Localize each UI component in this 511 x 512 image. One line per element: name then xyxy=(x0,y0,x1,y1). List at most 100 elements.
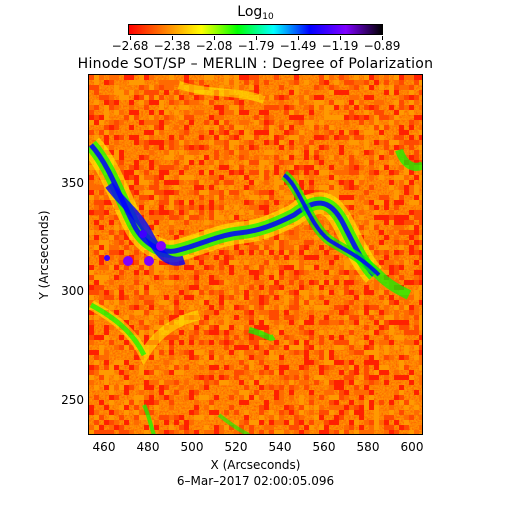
map-cell xyxy=(214,335,219,340)
map-cell xyxy=(239,210,244,215)
map-cell xyxy=(209,375,214,380)
map-cell xyxy=(404,75,409,80)
map-cell xyxy=(129,135,134,140)
map-cell xyxy=(159,415,164,420)
map-cell xyxy=(419,75,422,80)
map-cell xyxy=(369,155,374,160)
map-cell xyxy=(369,120,374,125)
map-cell xyxy=(169,315,174,320)
map-cell xyxy=(164,420,169,425)
map-cell xyxy=(149,130,154,135)
map-cell xyxy=(209,265,214,270)
map-cell xyxy=(99,355,104,360)
map-cell xyxy=(159,320,164,325)
map-cell xyxy=(279,235,284,240)
map-cell xyxy=(379,310,384,315)
map-cell xyxy=(359,400,364,405)
map-cell xyxy=(254,90,259,95)
map-cell xyxy=(209,205,214,210)
map-cell xyxy=(219,355,224,360)
map-cell xyxy=(359,320,364,325)
map-cell xyxy=(289,265,294,270)
map-cell xyxy=(334,275,339,280)
map-cell xyxy=(254,325,259,330)
map-cell xyxy=(214,395,219,400)
map-cell xyxy=(384,80,389,85)
map-cell xyxy=(269,345,274,350)
map-cell xyxy=(324,185,329,190)
strong-pore xyxy=(104,255,110,261)
map-cell xyxy=(299,245,304,250)
map-cell xyxy=(254,390,259,395)
map-cell xyxy=(369,115,374,120)
map-cell xyxy=(159,145,164,150)
map-cell xyxy=(399,335,404,340)
map-cell xyxy=(384,310,389,315)
map-cell xyxy=(324,290,329,295)
map-cell xyxy=(364,285,369,290)
map-cell xyxy=(319,155,324,160)
map-cell xyxy=(334,85,339,90)
map-cell xyxy=(259,355,264,360)
map-cell xyxy=(109,75,114,80)
map-cell xyxy=(279,325,284,330)
map-cell xyxy=(214,175,219,180)
map-cell xyxy=(154,370,159,375)
map-cell xyxy=(304,225,309,230)
map-cell xyxy=(154,405,159,410)
map-cell xyxy=(124,405,129,410)
map-cell xyxy=(349,300,354,305)
map-cell xyxy=(94,90,99,95)
map-cell xyxy=(244,295,249,300)
map-cell xyxy=(304,380,309,385)
map-cell xyxy=(374,205,379,210)
map-cell xyxy=(129,325,134,330)
map-cell xyxy=(134,405,139,410)
map-cell xyxy=(404,365,409,370)
map-cell xyxy=(104,385,109,390)
map-cell xyxy=(289,300,294,305)
map-cell xyxy=(269,260,274,265)
map-cell xyxy=(289,155,294,160)
map-cell xyxy=(219,160,224,165)
map-cell xyxy=(364,380,369,385)
map-cell xyxy=(249,305,254,310)
map-cell xyxy=(94,355,99,360)
map-cell xyxy=(174,95,179,100)
map-cell xyxy=(109,130,114,135)
map-cell xyxy=(109,430,114,434)
map-cell xyxy=(234,390,239,395)
map-cell xyxy=(179,290,184,295)
map-cell xyxy=(229,295,234,300)
map-cell xyxy=(319,365,324,370)
map-cell xyxy=(289,335,294,340)
map-cell xyxy=(274,180,279,185)
map-cell xyxy=(279,100,284,105)
network-lane xyxy=(217,413,250,434)
map-cell xyxy=(224,410,229,415)
map-cell xyxy=(194,215,199,220)
map-cell xyxy=(129,285,134,290)
map-cell xyxy=(289,275,294,280)
map-cell xyxy=(239,110,244,115)
map-cell xyxy=(174,175,179,180)
map-cell xyxy=(154,310,159,315)
map-cell xyxy=(314,125,319,130)
map-cell xyxy=(369,185,374,190)
map-cell xyxy=(164,190,169,195)
map-cell xyxy=(209,370,214,375)
map-cell xyxy=(339,180,344,185)
map-cell xyxy=(294,235,299,240)
map-cell xyxy=(169,210,174,215)
map-cell xyxy=(369,400,374,405)
map-cell xyxy=(289,340,294,345)
map-cell xyxy=(334,360,339,365)
map-cell xyxy=(199,300,204,305)
map-cell xyxy=(219,260,224,265)
map-cell xyxy=(164,150,169,155)
map-cell xyxy=(249,335,254,340)
map-cell xyxy=(114,365,119,370)
map-cell xyxy=(134,175,139,180)
map-cell xyxy=(144,415,149,420)
map-cell xyxy=(289,425,294,430)
